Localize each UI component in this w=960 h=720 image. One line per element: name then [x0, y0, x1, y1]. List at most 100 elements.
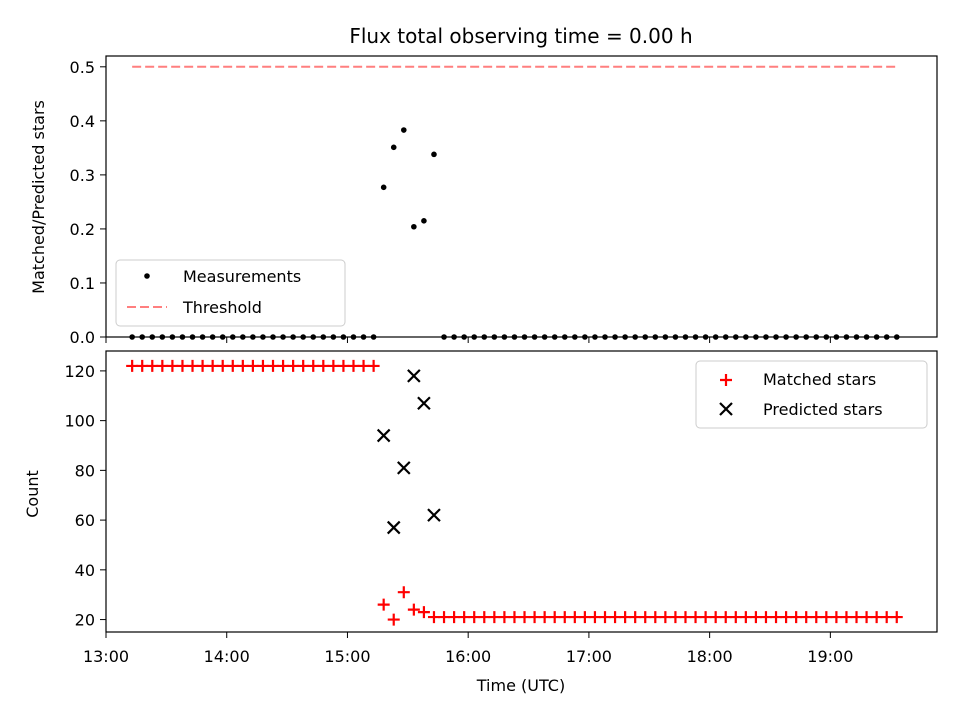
matched-stars-point: [719, 611, 732, 624]
legend-box: [695, 360, 928, 429]
matched-stars-point: [156, 359, 169, 372]
matched-stars-point: [749, 611, 762, 624]
y-tick-label: 0.2: [70, 220, 95, 239]
matched-stars-point: [186, 359, 199, 372]
matched-stars-point: [458, 611, 471, 624]
legend-marker-predicted-stars: [719, 402, 733, 416]
matched-stars-point: [297, 359, 310, 372]
y-tick-label: 0.5: [70, 58, 95, 77]
y-tick-label: 0.3: [70, 166, 95, 185]
matched-stars-point: [226, 359, 239, 372]
x-tick-label: 13:00: [83, 647, 129, 666]
matched-stars-point: [256, 359, 269, 372]
matched-stars-point: [830, 611, 843, 624]
matched-stars-point: [377, 598, 390, 611]
matched-stars-point: [850, 611, 863, 624]
legend-label-matched-stars: Matched stars: [763, 370, 876, 389]
matched-stars-point: [206, 359, 219, 372]
matched-stars-point: [568, 611, 581, 624]
predicted-stars-point: [397, 461, 411, 475]
matched-stars-point: [810, 611, 823, 624]
matched-stars-point: [669, 611, 682, 624]
matched-stars-point: [357, 359, 370, 372]
matched-stars-point: [679, 611, 692, 624]
matched-stars-point: [146, 359, 159, 372]
matched-stars-point: [448, 611, 461, 624]
matched-stars-point: [759, 611, 772, 624]
matched-stars-point: [468, 611, 481, 624]
measurement-point: [421, 218, 427, 224]
y-tick-label: 0.0: [70, 328, 95, 347]
matched-stars-point: [840, 611, 853, 624]
matched-stars-point: [287, 359, 300, 372]
matched-stars-point: [800, 611, 813, 624]
matched-stars-point: [890, 611, 903, 624]
matched-stars-point: [709, 611, 722, 624]
matched-stars-point: [860, 611, 873, 624]
matched-stars-point: [880, 611, 893, 624]
top-y-axis-label: Matched/Predicted stars: [29, 100, 48, 294]
matched-stars-point: [729, 611, 742, 624]
matched-stars-point: [558, 611, 571, 624]
y-tick-label: 100: [64, 412, 95, 431]
matched-stars-point: [317, 359, 330, 372]
chart-title: Flux total observing time = 0.00 h: [349, 24, 692, 48]
x-tick-label: 17:00: [566, 647, 612, 666]
matched-stars-point: [337, 359, 350, 372]
x-tick-label: 14:00: [204, 647, 250, 666]
predicted-stars-point: [417, 396, 431, 410]
y-tick-label: 40: [75, 561, 95, 580]
x-tick-label: 16:00: [445, 647, 491, 666]
matched-stars-point: [588, 611, 601, 624]
x-axis-label: Time (UTC): [476, 676, 565, 695]
legend-label-measurements: Measurements: [183, 267, 301, 286]
matched-stars-point: [770, 611, 783, 624]
matched-stars-point: [820, 611, 833, 624]
matched-stars-point: [196, 359, 209, 372]
y-tick-label: 80: [75, 461, 95, 480]
matched-stars-point: [236, 359, 249, 372]
matched-stars-point: [498, 611, 511, 624]
bottom-y-axis-label: Count: [23, 470, 42, 518]
matched-stars-point: [417, 606, 430, 619]
matched-stars-point: [518, 611, 531, 624]
matched-stars-point: [136, 359, 149, 372]
matched-stars-point: [216, 359, 229, 372]
predicted-stars-point: [376, 428, 391, 443]
matched-stars-point: [870, 611, 883, 624]
y-tick-label: 60: [75, 511, 95, 530]
matched-stars-point: [599, 611, 612, 624]
matched-stars-point: [780, 611, 793, 624]
predicted-stars-point: [386, 520, 401, 535]
matched-stars-point: [367, 359, 380, 372]
matched-stars-point: [407, 603, 420, 616]
measurement-point: [390, 144, 397, 151]
legend-marker-measurements: [144, 273, 150, 279]
matched-stars-point: [397, 586, 410, 599]
matched-stars-point: [649, 611, 662, 624]
predicted-stars-point: [407, 369, 421, 383]
legend-label-threshold: Threshold: [182, 298, 262, 317]
matched-stars-point: [277, 359, 290, 372]
measurement-point: [431, 151, 437, 158]
measurement-point: [411, 223, 417, 230]
matched-stars-point: [387, 613, 400, 626]
matched-stars-point: [347, 359, 360, 372]
y-tick-label: 0.4: [70, 112, 95, 131]
matched-stars-point: [176, 359, 189, 372]
matched-stars-point: [619, 611, 632, 624]
predicted-stars-point: [427, 508, 441, 522]
matched-stars-point: [478, 611, 491, 624]
matched-stars-point: [689, 611, 702, 624]
matched-stars-point: [739, 611, 752, 624]
matched-stars-point: [126, 359, 139, 372]
matched-stars-point: [508, 611, 521, 624]
matched-stars-point: [488, 611, 501, 624]
matched-stars-point: [166, 359, 179, 372]
matched-stars-point: [246, 359, 259, 372]
matched-stars-point: [327, 359, 340, 372]
matched-stars-point: [267, 359, 280, 372]
matched-stars-point: [659, 611, 672, 624]
y-tick-label: 0.1: [70, 274, 95, 293]
